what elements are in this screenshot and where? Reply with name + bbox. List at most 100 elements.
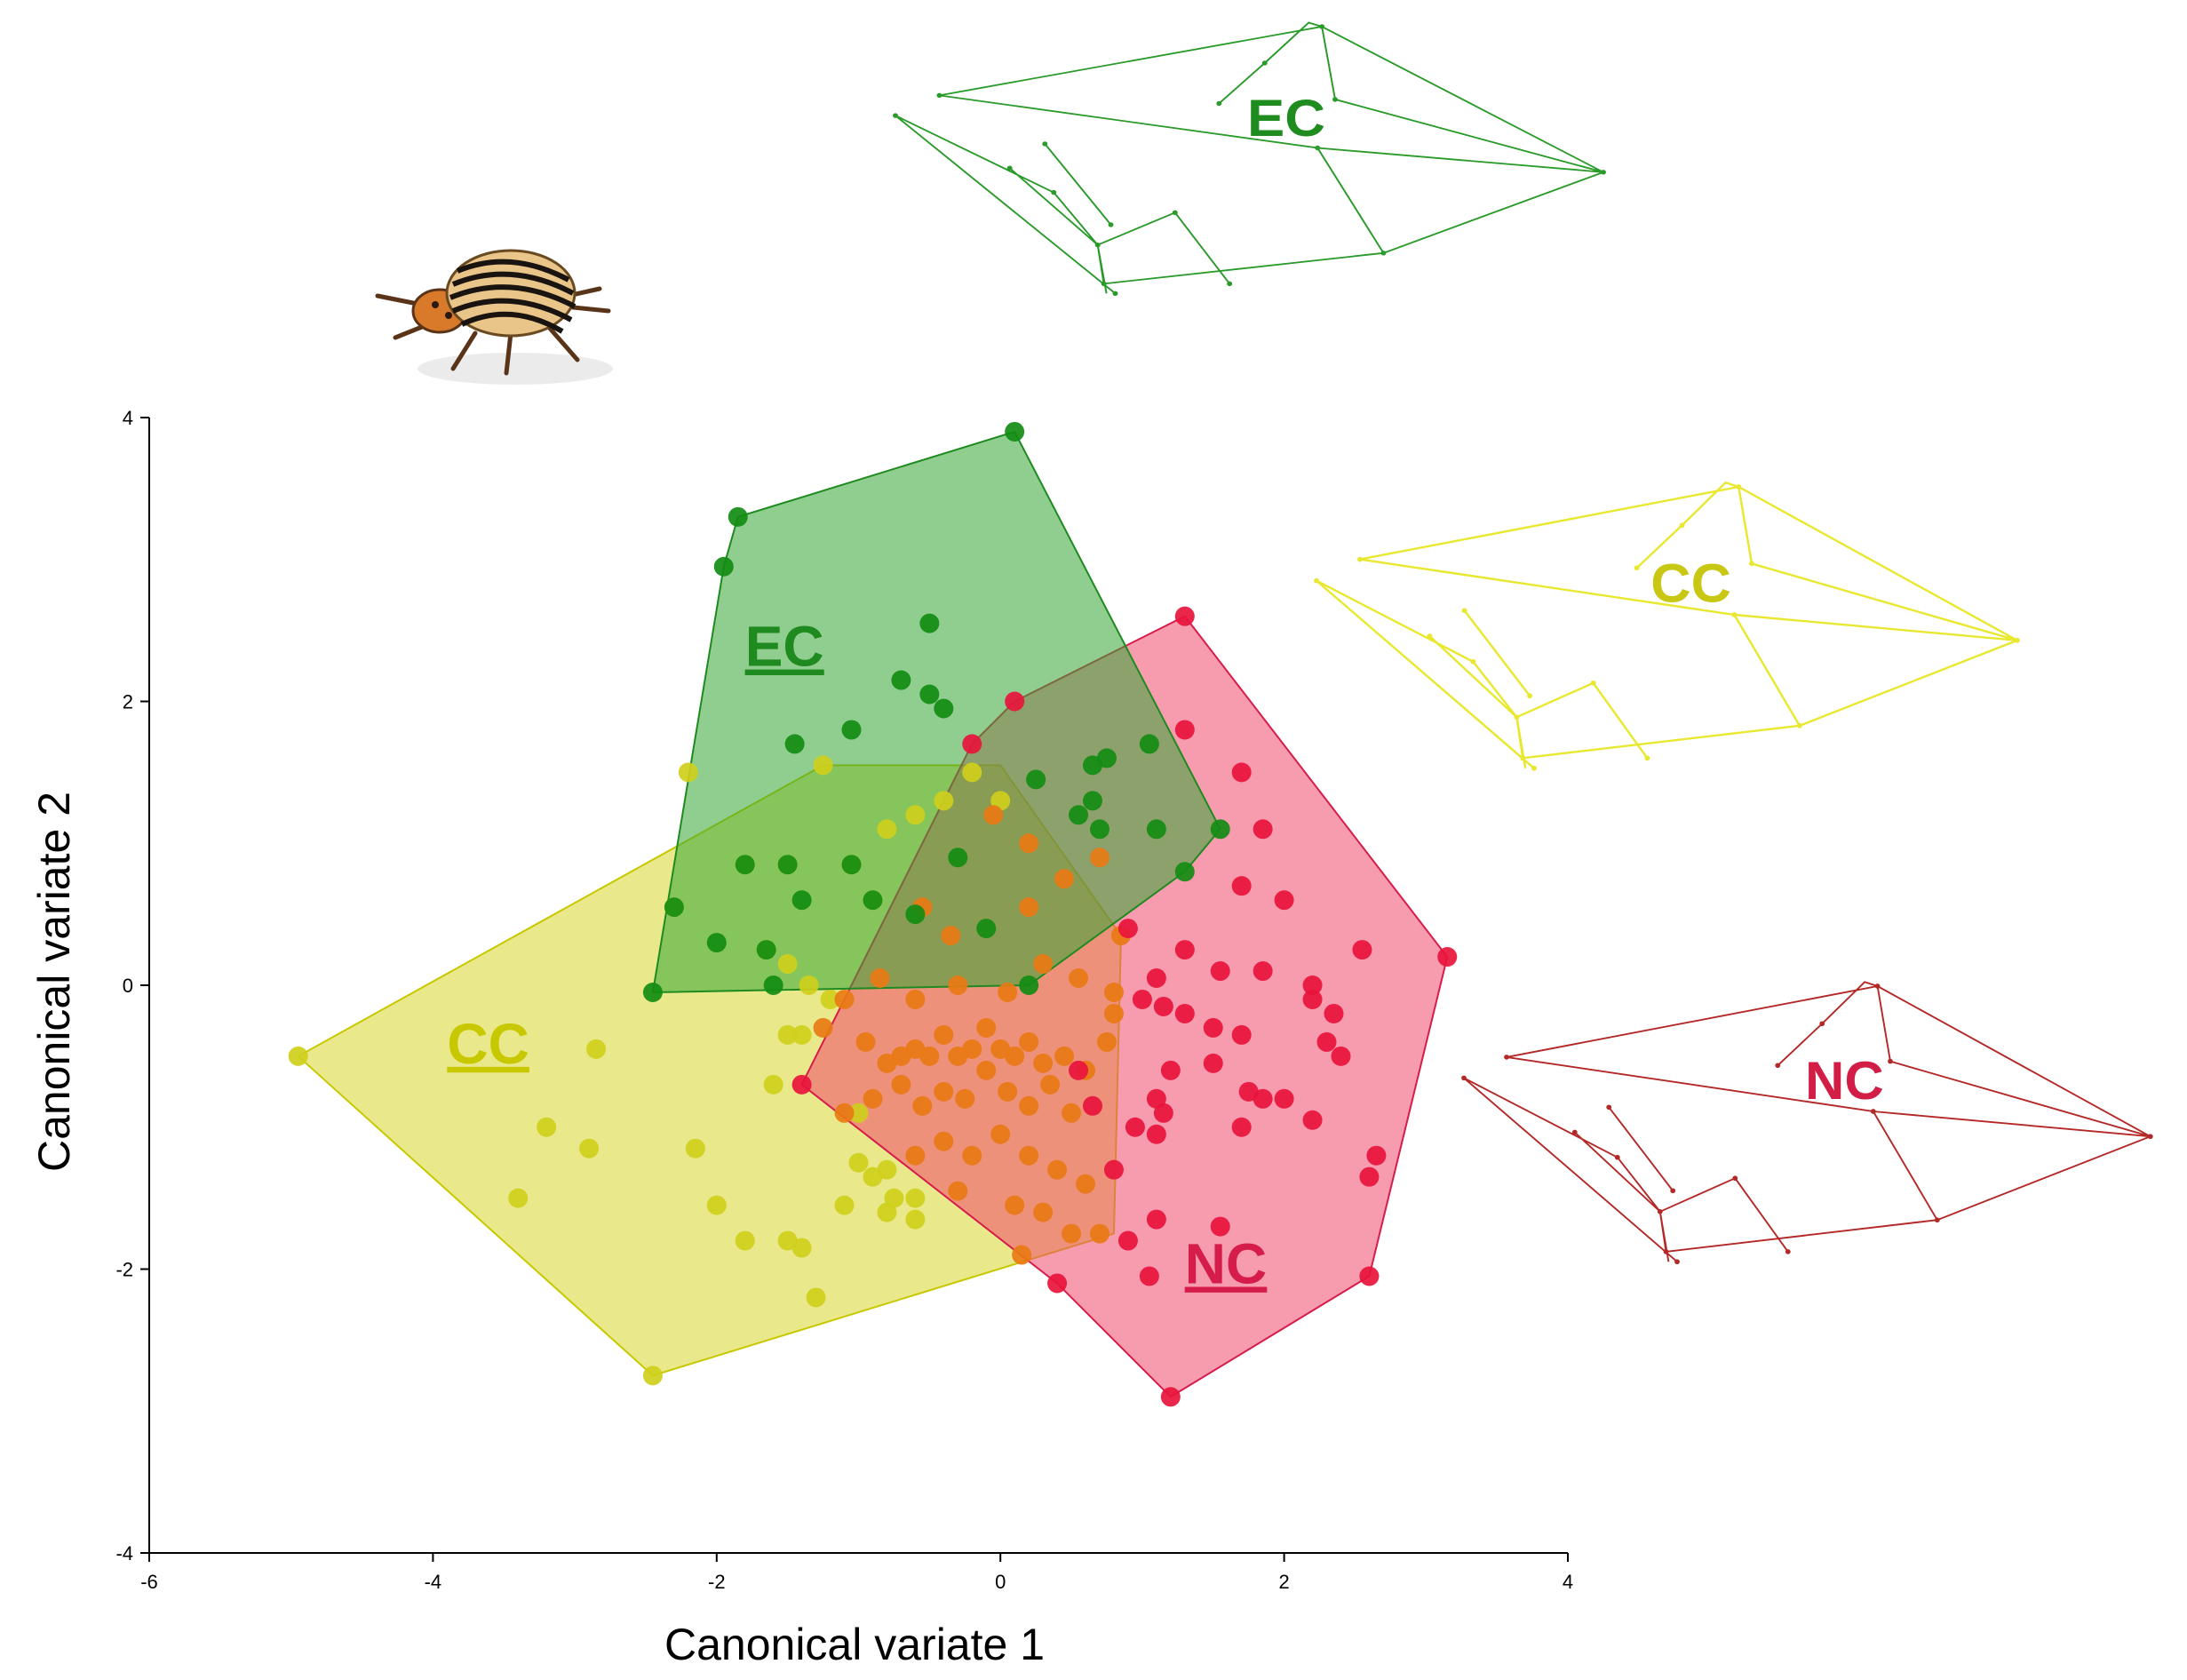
point-cc [905, 1188, 926, 1208]
point-nc [1359, 1166, 1380, 1187]
point-overlap [998, 1081, 1018, 1102]
point-ec [756, 940, 776, 960]
point-overlap [934, 1081, 954, 1102]
wing-landmark [1663, 1249, 1669, 1254]
wing-landmark [1006, 165, 1013, 171]
point-nc [1146, 1124, 1166, 1144]
point-overlap [962, 1145, 982, 1166]
point-overlap [998, 982, 1018, 1002]
y-tick-label: 2 [123, 691, 133, 713]
point-ec [1005, 421, 1025, 442]
point-ec [1174, 862, 1195, 882]
point-overlap [1103, 1003, 1124, 1023]
wing-landmark [1775, 1063, 1781, 1069]
point-nc [1132, 989, 1152, 1009]
point-nc [1274, 890, 1294, 911]
data-points [288, 421, 1458, 1407]
point-ec [728, 506, 748, 527]
wing-landmark [1600, 170, 1606, 175]
point-ec [1069, 805, 1089, 825]
point-overlap [934, 1024, 954, 1045]
point-cc [877, 1202, 897, 1222]
point-ec [642, 982, 663, 1002]
point-overlap [1019, 1095, 1039, 1116]
wing-landmark [1674, 1259, 1680, 1265]
x-tick-label: 2 [1278, 1571, 1289, 1593]
x-tick-label: -4 [425, 1571, 442, 1593]
point-overlap [1047, 1159, 1068, 1180]
wing-landmark [1934, 1217, 1940, 1223]
point-overlap [1019, 1031, 1039, 1052]
point-cc [685, 1138, 705, 1158]
wing-landmark [1514, 714, 1520, 721]
point-cc [834, 1195, 855, 1215]
x-axis-title: Canonical variate 1 [664, 1620, 1045, 1669]
point-overlap [983, 805, 1004, 825]
point-overlap [1005, 1046, 1025, 1066]
wing-landmark [1571, 1129, 1578, 1135]
point-overlap [1033, 954, 1054, 975]
point-ec [664, 897, 684, 918]
point-ec [706, 933, 727, 953]
point-ec [1210, 819, 1230, 840]
point-nc [1146, 968, 1166, 989]
point-cc [799, 975, 819, 995]
point-cc [706, 1195, 727, 1215]
wing-landmark [1796, 722, 1802, 729]
point-ec [713, 556, 734, 577]
y-tick-label: 4 [123, 407, 133, 429]
point-cc [579, 1138, 600, 1158]
point-ec [948, 848, 968, 868]
point-overlap [1033, 1202, 1054, 1222]
wing-landmark [893, 113, 898, 118]
wing-landmark [2014, 637, 2020, 643]
point-nc [1231, 876, 1252, 896]
wing-landmark [1679, 522, 1685, 529]
beetle-icon [375, 249, 613, 385]
point-overlap [912, 1095, 933, 1116]
point-ec [1019, 975, 1039, 995]
point-cc [777, 1024, 798, 1045]
wing-landmark [1314, 577, 1319, 584]
wing-landmark [1888, 1058, 1893, 1064]
point-overlap [990, 1124, 1011, 1144]
point-cc [934, 791, 954, 811]
wing-landmark [1874, 983, 1881, 989]
wing-landmark [1731, 612, 1738, 617]
point-nc [1139, 1266, 1159, 1286]
point-nc [1331, 1046, 1351, 1066]
point-nc [1153, 1103, 1173, 1123]
point-ec [791, 890, 812, 911]
point-nc [962, 734, 982, 754]
point-overlap [1062, 1223, 1082, 1244]
point-cc [877, 1159, 897, 1180]
x-tick-label: -6 [140, 1571, 158, 1593]
point-overlap [1054, 869, 1075, 889]
wing-diagram-cc: CC [1314, 481, 2020, 771]
point-cc [642, 1365, 663, 1386]
point-nc [1231, 1024, 1252, 1045]
wing-landmark [1380, 251, 1387, 256]
point-nc [1005, 691, 1025, 712]
point-overlap [1103, 982, 1124, 1002]
point-nc [1302, 989, 1323, 1009]
point-cc [763, 1074, 783, 1095]
point-ec [1139, 734, 1159, 754]
point-nc [1302, 975, 1323, 995]
wing-landmark [936, 92, 942, 99]
point-nc [1125, 1117, 1145, 1137]
point-cc [848, 1152, 869, 1173]
point-ec [1026, 769, 1046, 790]
point-overlap [955, 1088, 975, 1109]
point-nc [1160, 1060, 1181, 1080]
group-label-cc: CC [447, 1012, 529, 1076]
point-nc [1160, 1387, 1181, 1407]
point-overlap [891, 1074, 911, 1095]
point-nc [1117, 919, 1138, 939]
point-ec [841, 720, 862, 740]
point-nc [1210, 961, 1230, 982]
point-overlap [905, 1145, 926, 1166]
wing-landmark [1172, 210, 1178, 216]
point-overlap [934, 1131, 954, 1151]
point-cc [905, 805, 926, 825]
